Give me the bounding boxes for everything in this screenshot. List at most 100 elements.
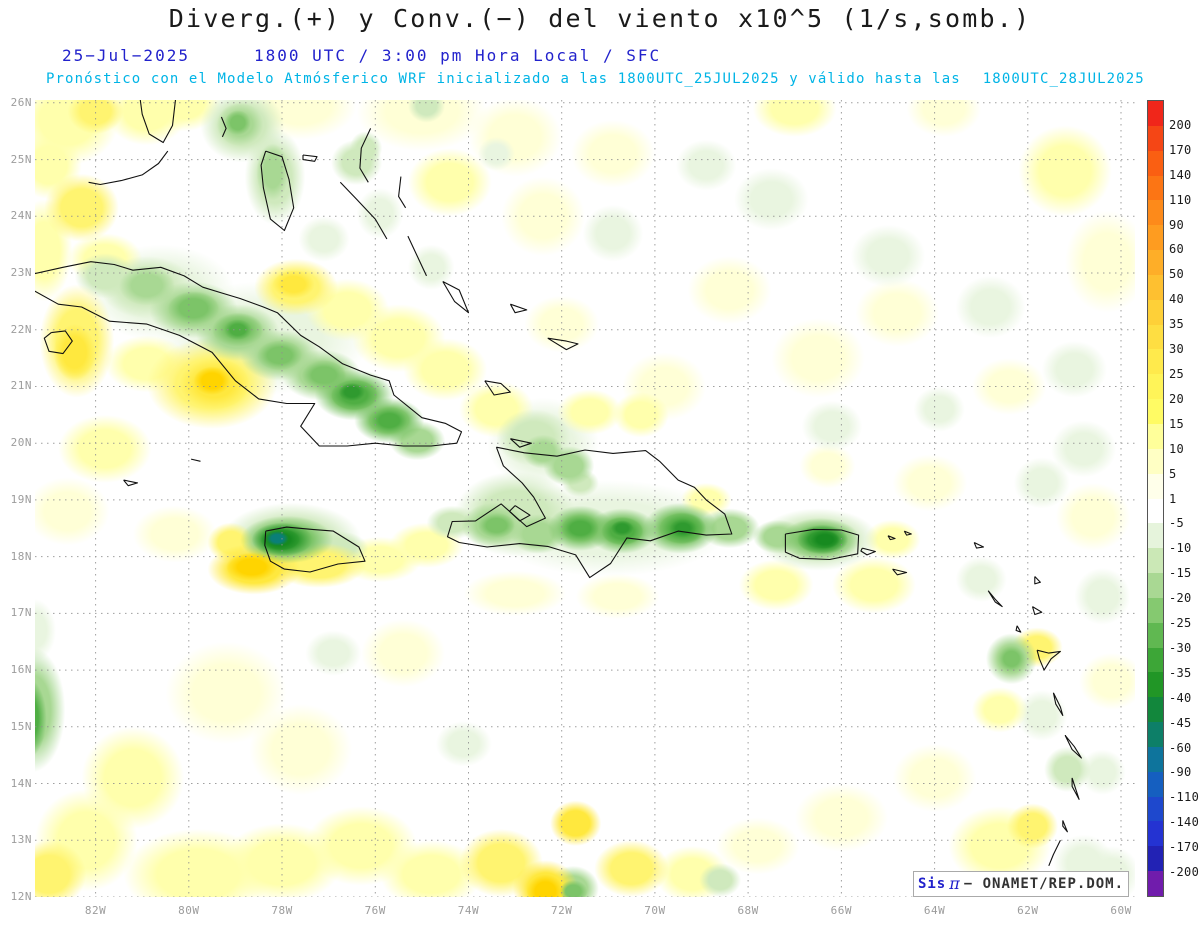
colorbar-segment <box>1148 548 1163 574</box>
forecast-note: Pronóstico con el Modelo Atmósferico WRF… <box>46 71 961 87</box>
colorbar-segment <box>1148 746 1163 772</box>
colorbar-label: 10 <box>1169 441 1185 456</box>
colorbar-segment <box>1148 175 1163 201</box>
colorbar-segment <box>1148 274 1163 300</box>
shading-blob <box>477 512 515 538</box>
shading-blob <box>594 840 669 897</box>
shading-blob <box>1041 341 1107 398</box>
datetime-line: 25−Jul−2025 1800 UTC / 3:00 pm Hora Loca… <box>62 46 661 65</box>
colorbar-segment <box>1148 125 1163 151</box>
shading-blob <box>361 619 446 688</box>
shading-blob <box>1065 210 1135 313</box>
coastline-vieques <box>860 547 876 556</box>
shading-blob <box>582 204 644 262</box>
lon-label: 60W <box>1110 904 1132 917</box>
time-label: 1800 UTC / 3:00 pm Hora Local / SFC <box>253 46 662 65</box>
shading-blob <box>738 559 814 611</box>
colorbar-label: -170 <box>1169 840 1200 855</box>
shading-blob <box>256 143 289 201</box>
shading-blob <box>249 704 352 795</box>
colorbar-segment <box>1148 771 1163 797</box>
colorbar-label: 50 <box>1169 267 1185 282</box>
colorbar-segment <box>1148 722 1163 747</box>
chart-title: Diverg.(+) y Conv.(−) del viento x10^5 (… <box>168 4 1032 33</box>
coastline-grenadines <box>1048 840 1061 867</box>
shading-blob <box>612 392 669 438</box>
lon-label: 76W <box>364 904 386 917</box>
coastline-tortola <box>903 530 912 536</box>
shading-blob <box>669 519 697 538</box>
coastline-st_lucia <box>1071 777 1080 800</box>
shading-blob <box>1079 749 1126 795</box>
shading-blob <box>407 148 492 217</box>
colorbar-label: -60 <box>1169 740 1192 755</box>
shading-blob <box>955 275 1026 339</box>
colorbar-label: 170 <box>1169 142 1192 157</box>
colorbar-label: 15 <box>1169 416 1185 431</box>
colorbar-label: -5 <box>1169 516 1185 531</box>
lon-label: 78W <box>271 904 293 917</box>
shading-blob <box>955 556 1007 602</box>
shading-blob <box>1018 125 1112 217</box>
shading-blob <box>913 386 965 432</box>
colorbar-label: -140 <box>1169 815 1200 830</box>
colorbar-segment <box>1148 473 1163 499</box>
colorbar-segment <box>1148 597 1163 623</box>
shading-blob <box>832 556 916 614</box>
shading-blob <box>752 100 837 137</box>
colorbar-label: -30 <box>1169 640 1192 655</box>
colorbar-segment <box>1148 399 1163 424</box>
lat-label: 24N <box>10 209 32 223</box>
colorbar <box>1147 100 1164 897</box>
coastline-caicos <box>547 337 579 351</box>
shading-blob <box>35 840 87 897</box>
coastline-tortue <box>510 438 532 448</box>
shading-blob <box>298 216 350 262</box>
coastline-cat_island <box>398 176 407 209</box>
shading-blob <box>892 743 977 812</box>
shading-blob <box>223 319 252 340</box>
shading-blob <box>801 400 863 452</box>
shading-blob <box>575 573 660 620</box>
coastline-grand_cayman <box>123 479 139 487</box>
colorbar-label: 20 <box>1169 391 1185 406</box>
lat-label: 26N <box>10 95 32 109</box>
coastline-eleuthera <box>359 128 372 183</box>
shading-blob <box>1044 746 1091 793</box>
colorbar-label: 1 <box>1169 491 1177 506</box>
colorbar-label: 40 <box>1169 292 1185 307</box>
shading-blob <box>435 721 492 767</box>
shading-blob <box>524 295 599 353</box>
shading-blob <box>892 454 968 512</box>
colorbar-segment <box>1148 150 1163 176</box>
shading-blob <box>35 599 56 662</box>
coastline-st_croix <box>892 568 908 576</box>
colorbar-segment <box>1148 299 1163 325</box>
coastline-st_vincent <box>1062 820 1068 833</box>
lat-label: 25N <box>10 152 32 166</box>
coastline-bimini <box>220 116 227 138</box>
shading-blob <box>338 383 365 402</box>
colorbar-segment <box>1148 374 1163 400</box>
colorbar-label: -200 <box>1169 865 1200 880</box>
colorbar-segment <box>1148 697 1163 723</box>
shading-blob <box>1013 457 1070 509</box>
lat-label: 15N <box>10 719 32 733</box>
coastline-guadeloupe <box>1036 649 1061 671</box>
lat-label: 12N <box>10 890 32 903</box>
colorbar-segment <box>1148 796 1163 822</box>
shading-blob <box>370 408 408 433</box>
coastlines <box>35 100 1082 897</box>
coastline-isla_juventud <box>43 330 73 355</box>
shading-blob <box>35 681 47 756</box>
colorbar-label: 30 <box>1169 342 1185 357</box>
shading-blob <box>35 477 110 546</box>
shading-blob <box>687 256 772 324</box>
colorbar-segment <box>1148 846 1163 872</box>
shading-blob <box>193 366 231 395</box>
colorbar-segment <box>1148 672 1163 698</box>
coastline-florida <box>139 100 177 144</box>
shading-blob <box>407 100 446 123</box>
shading-blob <box>699 863 742 897</box>
shading-blob <box>810 530 840 549</box>
